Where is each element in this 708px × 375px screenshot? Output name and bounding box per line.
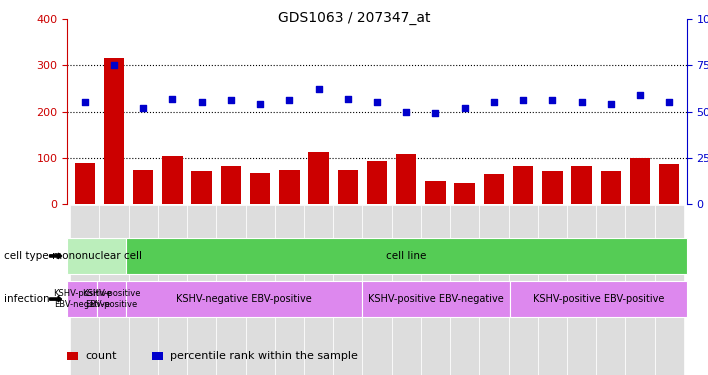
Text: cell type: cell type (4, 251, 48, 261)
FancyBboxPatch shape (655, 204, 684, 375)
Text: GDS1063 / 207347_at: GDS1063 / 207347_at (278, 11, 430, 25)
Point (489, 99, 500, 105)
Point (459, 105, 470, 111)
Bar (659, 164, 680, 204)
Point (137, 105, 149, 111)
Bar (367, 161, 387, 204)
Text: percentile rank within the sample: percentile rank within the sample (170, 351, 358, 361)
Point (576, 99, 587, 105)
FancyBboxPatch shape (567, 204, 596, 375)
FancyBboxPatch shape (70, 204, 99, 375)
Bar (455, 183, 475, 204)
Bar (396, 154, 416, 204)
Point (108, 62, 120, 68)
Bar (542, 171, 563, 204)
FancyBboxPatch shape (538, 204, 567, 375)
Point (605, 101, 617, 107)
Bar (221, 166, 241, 204)
Bar (162, 156, 183, 204)
Point (167, 96, 178, 102)
Text: KSHV-positive
EBV-negative: KSHV-positive EBV-negative (53, 290, 111, 309)
FancyBboxPatch shape (304, 204, 333, 375)
Text: infection: infection (4, 294, 49, 304)
Text: KSHV-positive EBV-negative: KSHV-positive EBV-negative (368, 294, 504, 304)
Bar (630, 158, 650, 204)
FancyBboxPatch shape (216, 204, 246, 375)
Point (225, 98, 236, 104)
Point (547, 98, 558, 104)
Point (313, 86, 324, 92)
FancyBboxPatch shape (99, 204, 129, 375)
FancyBboxPatch shape (333, 204, 362, 375)
Text: cell line: cell line (387, 251, 427, 261)
Bar (133, 170, 154, 204)
Bar (309, 152, 329, 204)
FancyBboxPatch shape (187, 204, 216, 375)
Bar (74, 163, 95, 204)
FancyBboxPatch shape (625, 204, 655, 375)
FancyBboxPatch shape (596, 204, 625, 375)
Bar (279, 170, 299, 204)
Point (663, 99, 675, 105)
FancyBboxPatch shape (246, 204, 275, 375)
FancyBboxPatch shape (508, 204, 538, 375)
Text: KSHV-positive EBV-positive: KSHV-positive EBV-positive (532, 294, 664, 304)
FancyBboxPatch shape (362, 204, 392, 375)
Text: KSHV-negative EBV-positive: KSHV-negative EBV-positive (176, 294, 312, 304)
Point (634, 92, 646, 98)
Bar (426, 181, 445, 204)
Text: mononuclear cell: mononuclear cell (52, 251, 142, 261)
Text: count: count (85, 351, 116, 361)
Bar (338, 170, 358, 204)
FancyBboxPatch shape (129, 204, 158, 375)
Point (79, 99, 91, 105)
FancyBboxPatch shape (421, 204, 450, 375)
Text: KSHV-positive
EBV-positive: KSHV-positive EBV-positive (82, 290, 141, 309)
FancyBboxPatch shape (450, 204, 479, 375)
Point (284, 98, 295, 104)
Bar (250, 173, 270, 204)
Bar (513, 166, 533, 204)
Point (371, 99, 382, 105)
Point (196, 99, 207, 105)
Bar (191, 171, 212, 204)
Bar (600, 171, 621, 204)
FancyBboxPatch shape (158, 204, 187, 375)
FancyBboxPatch shape (479, 204, 508, 375)
FancyBboxPatch shape (392, 204, 421, 375)
FancyBboxPatch shape (275, 204, 304, 375)
Bar (104, 58, 124, 204)
Point (518, 98, 529, 104)
Point (254, 101, 266, 107)
Point (401, 109, 412, 115)
Point (342, 96, 353, 102)
Point (430, 110, 441, 116)
Bar (484, 174, 504, 204)
Bar (571, 166, 592, 204)
